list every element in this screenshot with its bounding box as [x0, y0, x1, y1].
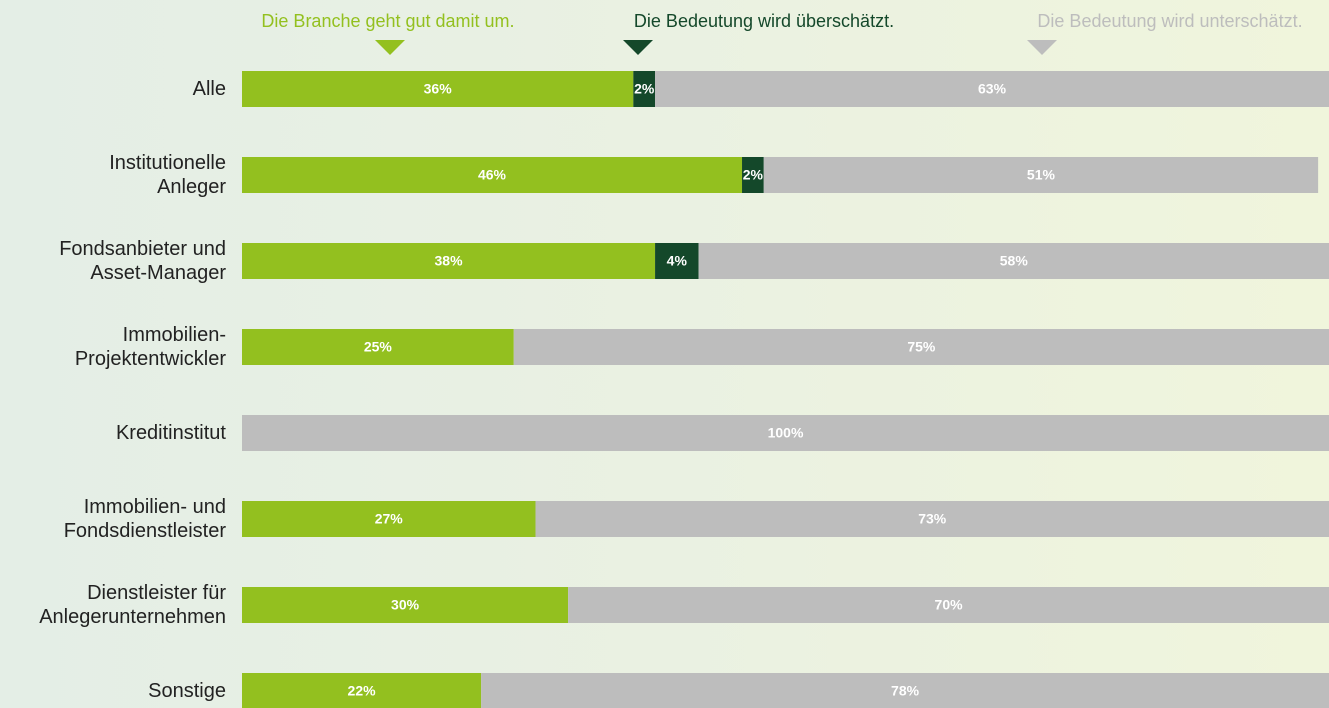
- bar-segment: [633, 71, 656, 107]
- bar-segment: [242, 71, 634, 107]
- legend-marker: [375, 40, 405, 55]
- category-label: Kreditinstitut: [115, 422, 226, 444]
- category-label: Fondsanbieter und Asset-Manager: [59, 238, 226, 284]
- bar-segment: [242, 501, 536, 537]
- category-label: Alle: [192, 78, 226, 100]
- bar-segment: [242, 329, 514, 365]
- bar-segment: [535, 501, 1329, 537]
- bar-segment: [655, 71, 1329, 107]
- value-label: 70%: [935, 597, 964, 613]
- bar-segment: [742, 157, 764, 193]
- category-label: Sonstige: [148, 680, 226, 702]
- bar-segment: [481, 673, 1329, 708]
- value-label: 58%: [1000, 253, 1029, 269]
- value-label: 78%: [891, 683, 920, 699]
- bar-segment: [242, 415, 1329, 451]
- value-label: 27%: [375, 511, 404, 527]
- value-label: 36%: [424, 81, 453, 97]
- bar-segment: [242, 587, 569, 623]
- legend-label: Die Bedeutung wird unterschätzt.: [1037, 11, 1302, 31]
- value-label: 25%: [364, 339, 393, 355]
- category-label: Dienstleister für Anlegerunternehmen: [39, 582, 226, 628]
- bar-segment: [698, 243, 1329, 279]
- bar-segment: [242, 243, 656, 279]
- legend-marker: [623, 40, 653, 55]
- value-label: 2%: [743, 167, 764, 183]
- bar-segment: [568, 587, 1329, 623]
- value-label: 2%: [634, 81, 655, 97]
- legend-marker: [1027, 40, 1057, 55]
- value-label: 38%: [435, 253, 464, 269]
- value-label: 51%: [1027, 167, 1056, 183]
- bar-segment: [242, 157, 743, 193]
- category-label: Immobilien- und Fondsdienstleister: [63, 496, 226, 542]
- bar-segment: [513, 329, 1329, 365]
- bar-segment: [655, 243, 699, 279]
- category-label: Immobilien- Projektentwickler: [74, 324, 226, 370]
- value-label: 100%: [768, 425, 804, 441]
- value-label: 63%: [978, 81, 1007, 97]
- value-label: 75%: [907, 339, 936, 355]
- value-label: 30%: [391, 597, 420, 613]
- value-label: 46%: [478, 167, 507, 183]
- bar-segment: [763, 157, 1319, 193]
- value-label: 73%: [918, 511, 947, 527]
- legend-label: Die Branche geht gut damit um.: [261, 11, 514, 31]
- category-label: Institutionelle Anleger: [109, 152, 226, 198]
- legend-label: Die Bedeutung wird überschätzt.: [634, 11, 894, 31]
- value-label: 4%: [667, 253, 688, 269]
- bar-segment: [242, 673, 482, 708]
- value-label: 22%: [348, 683, 377, 699]
